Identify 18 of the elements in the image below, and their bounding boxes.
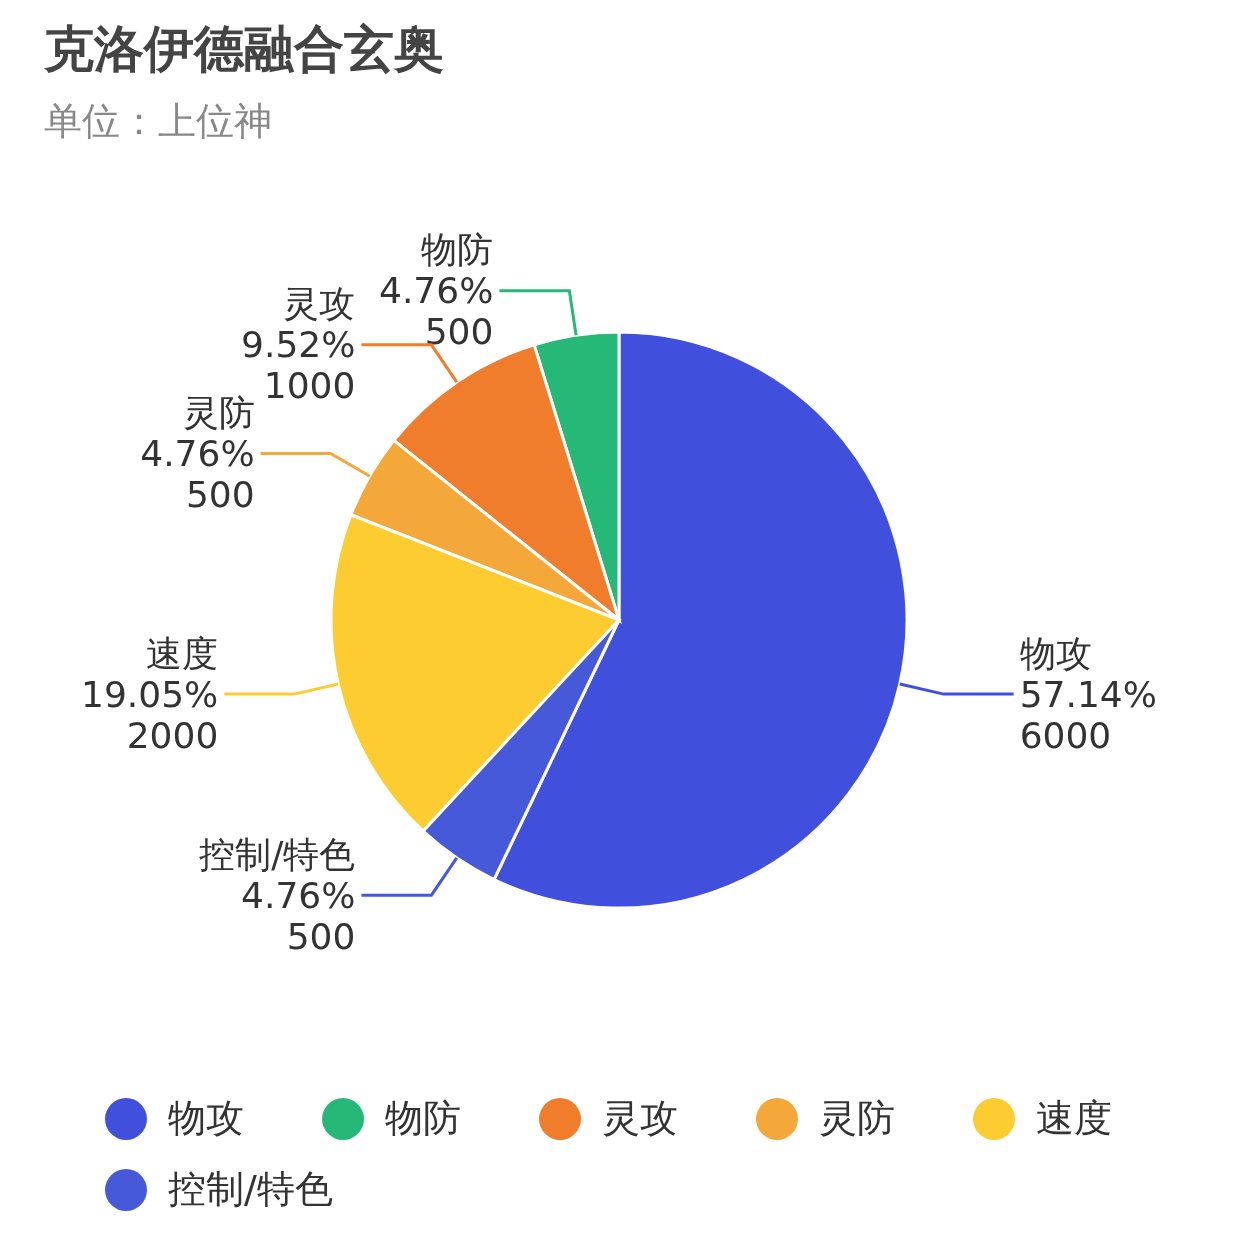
- legend-label: 速度: [1036, 1095, 1112, 1142]
- slice-label: 速度: [146, 632, 219, 674]
- legend-label: 灵攻: [602, 1095, 678, 1142]
- data-label: 19.05% 2000: [81, 673, 219, 756]
- data-label: 57.14% 6000: [1019, 673, 1157, 756]
- data-label: 4.76% 500: [140, 433, 255, 516]
- data-label: 4.76% 500: [241, 874, 356, 957]
- slice-label: 物防: [421, 229, 494, 271]
- slice-label: 物攻: [1019, 632, 1092, 674]
- chart-subtitle: 单位：上位神: [44, 98, 272, 145]
- chart-title: 克洛伊德融合玄奥: [44, 19, 444, 80]
- legend-label: 灵防: [819, 1095, 895, 1142]
- legend-label: 物攻: [168, 1095, 244, 1142]
- slice-label: 控制/特色: [199, 833, 356, 875]
- legend-label: 物防: [385, 1095, 461, 1142]
- data-label: 4.76% 500: [378, 270, 494, 353]
- slice-label: 灵攻: [283, 283, 356, 325]
- legend-label: 控制/特色: [168, 1166, 333, 1213]
